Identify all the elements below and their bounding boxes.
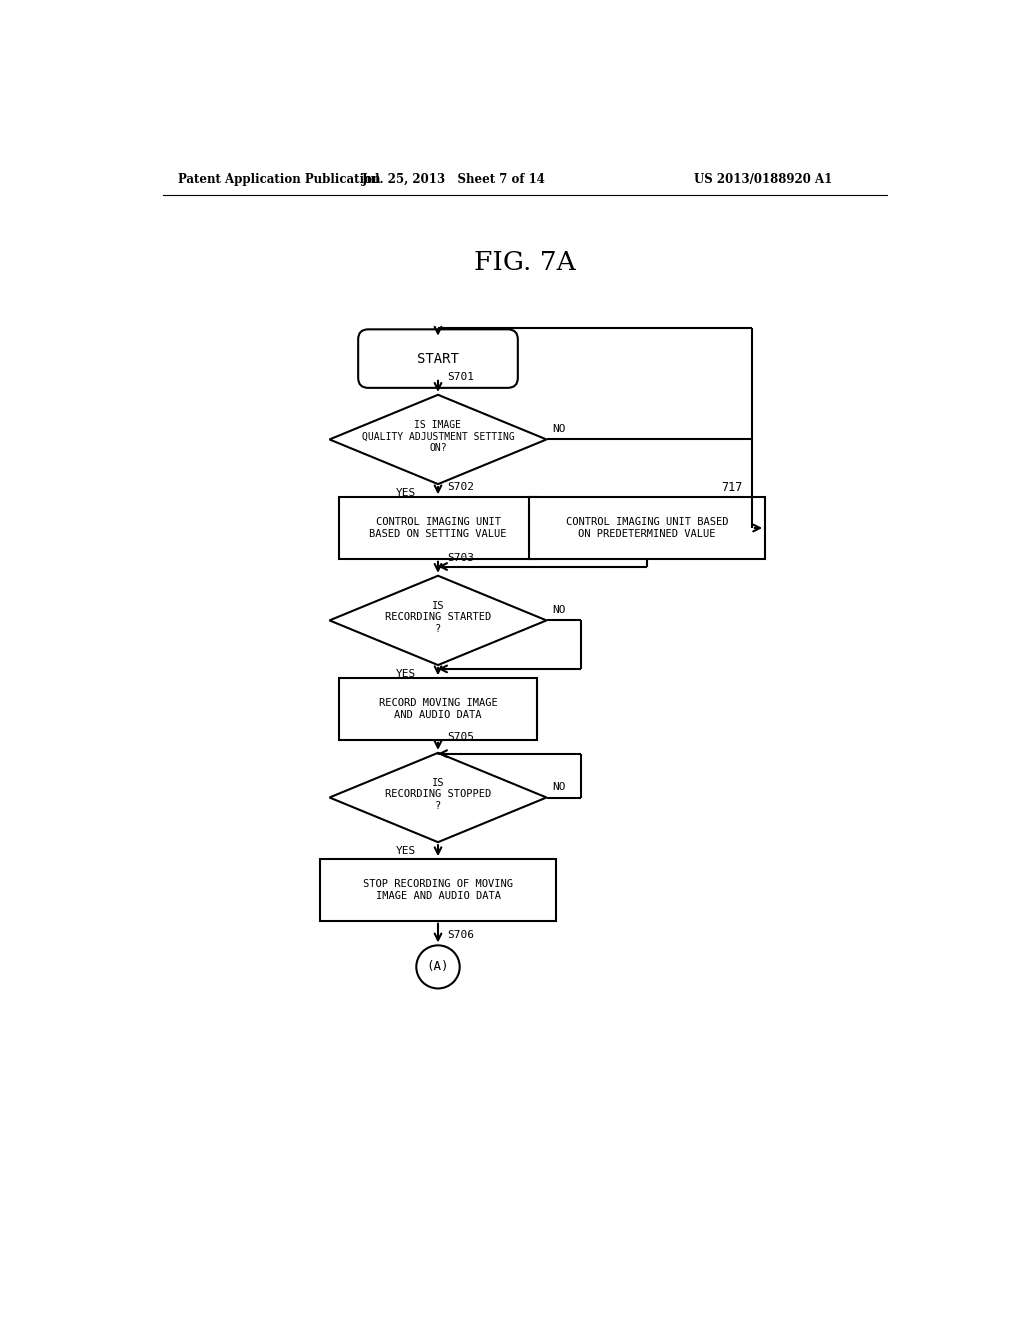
FancyBboxPatch shape xyxy=(339,498,538,558)
Text: Patent Application Publication: Patent Application Publication xyxy=(178,173,381,186)
Text: YES: YES xyxy=(395,488,416,498)
Circle shape xyxy=(417,945,460,989)
Text: IS IMAGE
QUALITY ADJUSTMENT SETTING
ON?: IS IMAGE QUALITY ADJUSTMENT SETTING ON? xyxy=(361,420,514,453)
Text: IS
RECORDING STOPPED
?: IS RECORDING STOPPED ? xyxy=(385,777,492,810)
Text: Jul. 25, 2013   Sheet 7 of 14: Jul. 25, 2013 Sheet 7 of 14 xyxy=(361,173,546,186)
Text: US 2013/0188920 A1: US 2013/0188920 A1 xyxy=(693,173,831,186)
FancyBboxPatch shape xyxy=(529,498,765,558)
Text: YES: YES xyxy=(395,669,416,678)
Text: CONTROL IMAGING UNIT BASED
ON PREDETERMINED VALUE: CONTROL IMAGING UNIT BASED ON PREDETERMI… xyxy=(566,517,728,539)
Text: S706: S706 xyxy=(447,929,474,940)
Polygon shape xyxy=(330,395,547,484)
Text: NO: NO xyxy=(553,605,566,615)
Text: IS
RECORDING STARTED
?: IS RECORDING STARTED ? xyxy=(385,601,492,634)
Text: S705: S705 xyxy=(447,733,474,742)
Polygon shape xyxy=(330,576,547,665)
Text: YES: YES xyxy=(395,846,416,855)
Text: S701: S701 xyxy=(447,372,474,383)
Text: CONTROL IMAGING UNIT
BASED ON SETTING VALUE: CONTROL IMAGING UNIT BASED ON SETTING VA… xyxy=(370,517,507,539)
Text: FIG. 7A: FIG. 7A xyxy=(474,249,575,275)
Text: 717: 717 xyxy=(721,480,742,494)
Text: S702: S702 xyxy=(447,482,474,492)
FancyBboxPatch shape xyxy=(339,678,538,739)
Text: NO: NO xyxy=(553,783,566,792)
Text: NO: NO xyxy=(553,424,566,434)
Text: RECORD MOVING IMAGE
AND AUDIO DATA: RECORD MOVING IMAGE AND AUDIO DATA xyxy=(379,698,498,719)
Text: STOP RECORDING OF MOVING
IMAGE AND AUDIO DATA: STOP RECORDING OF MOVING IMAGE AND AUDIO… xyxy=(362,879,513,900)
FancyBboxPatch shape xyxy=(358,330,518,388)
Polygon shape xyxy=(330,752,547,842)
Text: (A): (A) xyxy=(427,961,450,973)
Text: START: START xyxy=(417,351,459,366)
Text: S703: S703 xyxy=(447,553,474,564)
FancyBboxPatch shape xyxy=(321,859,556,921)
